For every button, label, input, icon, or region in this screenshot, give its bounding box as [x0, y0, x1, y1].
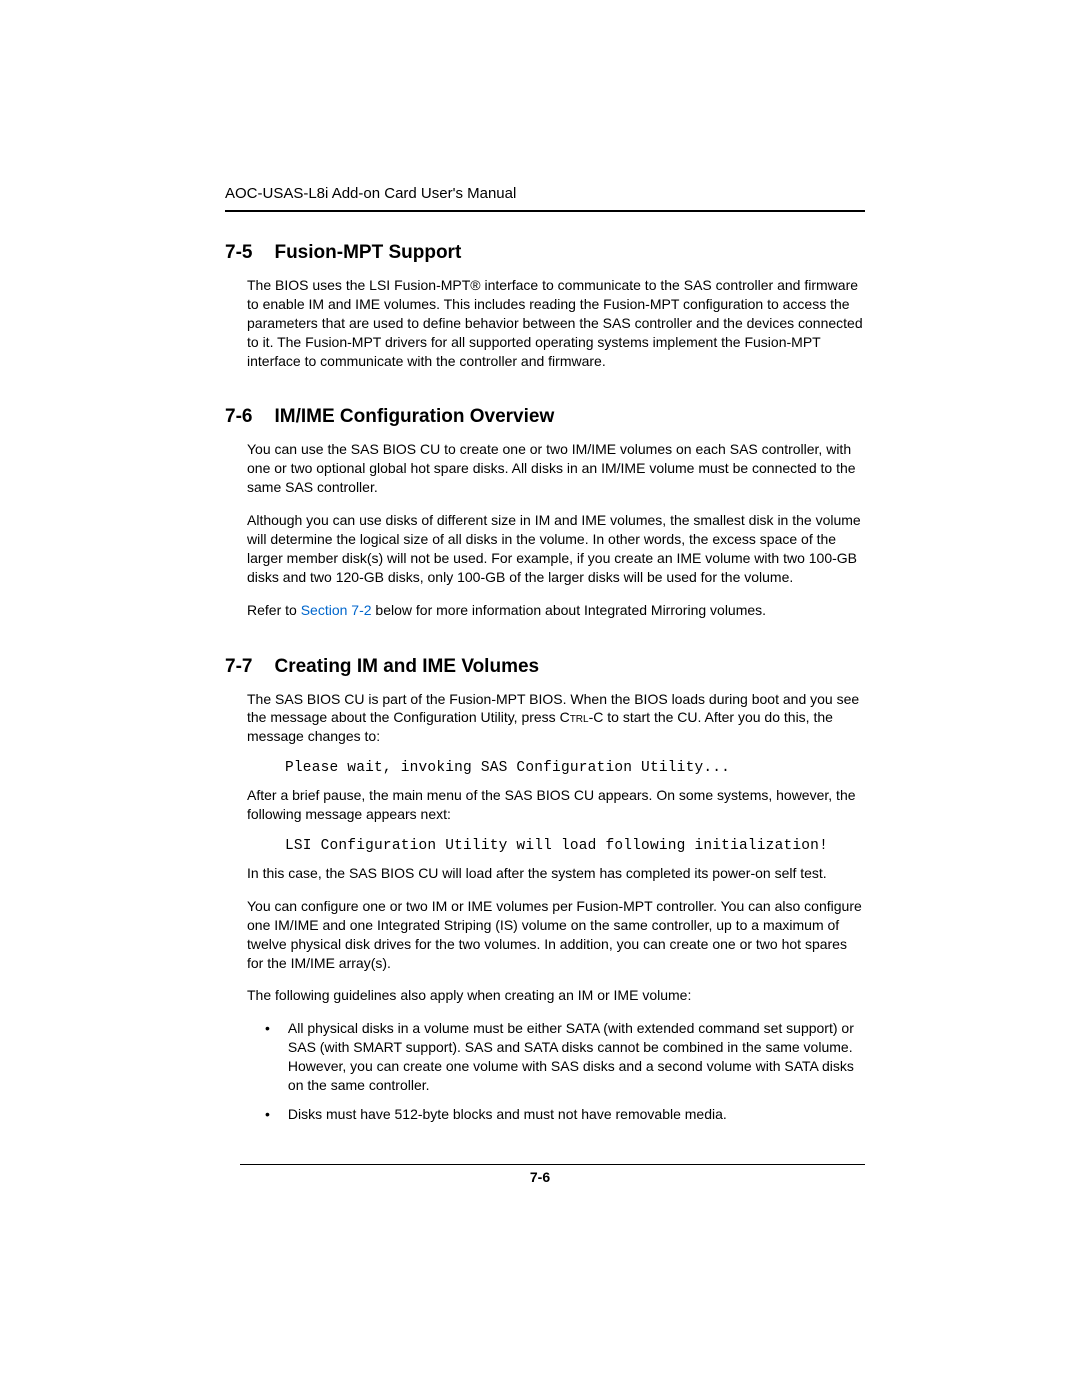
section-number: 7-6 [225, 406, 252, 428]
section-title: Creating IM and IME Volumes [274, 656, 539, 678]
footer-rule [240, 1164, 865, 1165]
paragraph: The SAS BIOS CU is part of the Fusion-MP… [247, 690, 865, 747]
paragraph: Although you can use disks of different … [247, 511, 865, 587]
paragraph: The BIOS uses the LSI Fusion-MPT® interf… [247, 276, 865, 370]
paragraph-with-xref: Refer to Section 7-2 below for more info… [247, 601, 865, 620]
page-content: AOC-USAS-L8i Add-on Card User's Manual 7… [0, 0, 1080, 1124]
list-item: • Disks must have 512-byte blocks and mu… [265, 1105, 865, 1124]
list-item: • All physical disks in a volume must be… [265, 1019, 865, 1095]
section-heading-7-7: 7-7 Creating IM and IME Volumes [225, 656, 865, 678]
paragraph: The following guidelines also apply when… [247, 986, 865, 1005]
bullet-content: All physical disks in a volume must be e… [288, 1019, 865, 1095]
section-title: IM/IME Configuration Overview [274, 406, 554, 428]
bullet-content: Disks must have 512-byte blocks and must… [288, 1105, 865, 1124]
paragraph: You can use the SAS BIOS CU to create on… [247, 440, 865, 497]
section-number: 7-7 [225, 656, 252, 678]
bullet-marker: • [265, 1105, 270, 1124]
page-header: AOC-USAS-L8i Add-on Card User's Manual [225, 185, 865, 212]
code-output: LSI Configuration Utility will load foll… [285, 838, 865, 854]
paragraph: In this case, the SAS BIOS CU will load … [247, 864, 865, 883]
section-heading-7-6: 7-6 IM/IME Configuration Overview [225, 406, 865, 428]
section-heading-7-5: 7-5 Fusion-MPT Support [225, 242, 865, 264]
bullet-list: • All physical disks in a volume must be… [265, 1019, 865, 1123]
section-title: Fusion-MPT Support [274, 242, 461, 264]
code-output: Please wait, invoking SAS Configuration … [285, 760, 865, 776]
page-number: 7-6 [0, 1169, 1080, 1185]
paragraph: You can configure one or two IM or IME v… [247, 897, 865, 973]
xref-link-section-7-2[interactable]: Section 7-2 [301, 602, 372, 618]
section-number: 7-5 [225, 242, 252, 264]
bullet-marker: • [265, 1019, 270, 1095]
paragraph: After a brief pause, the main menu of th… [247, 786, 865, 824]
